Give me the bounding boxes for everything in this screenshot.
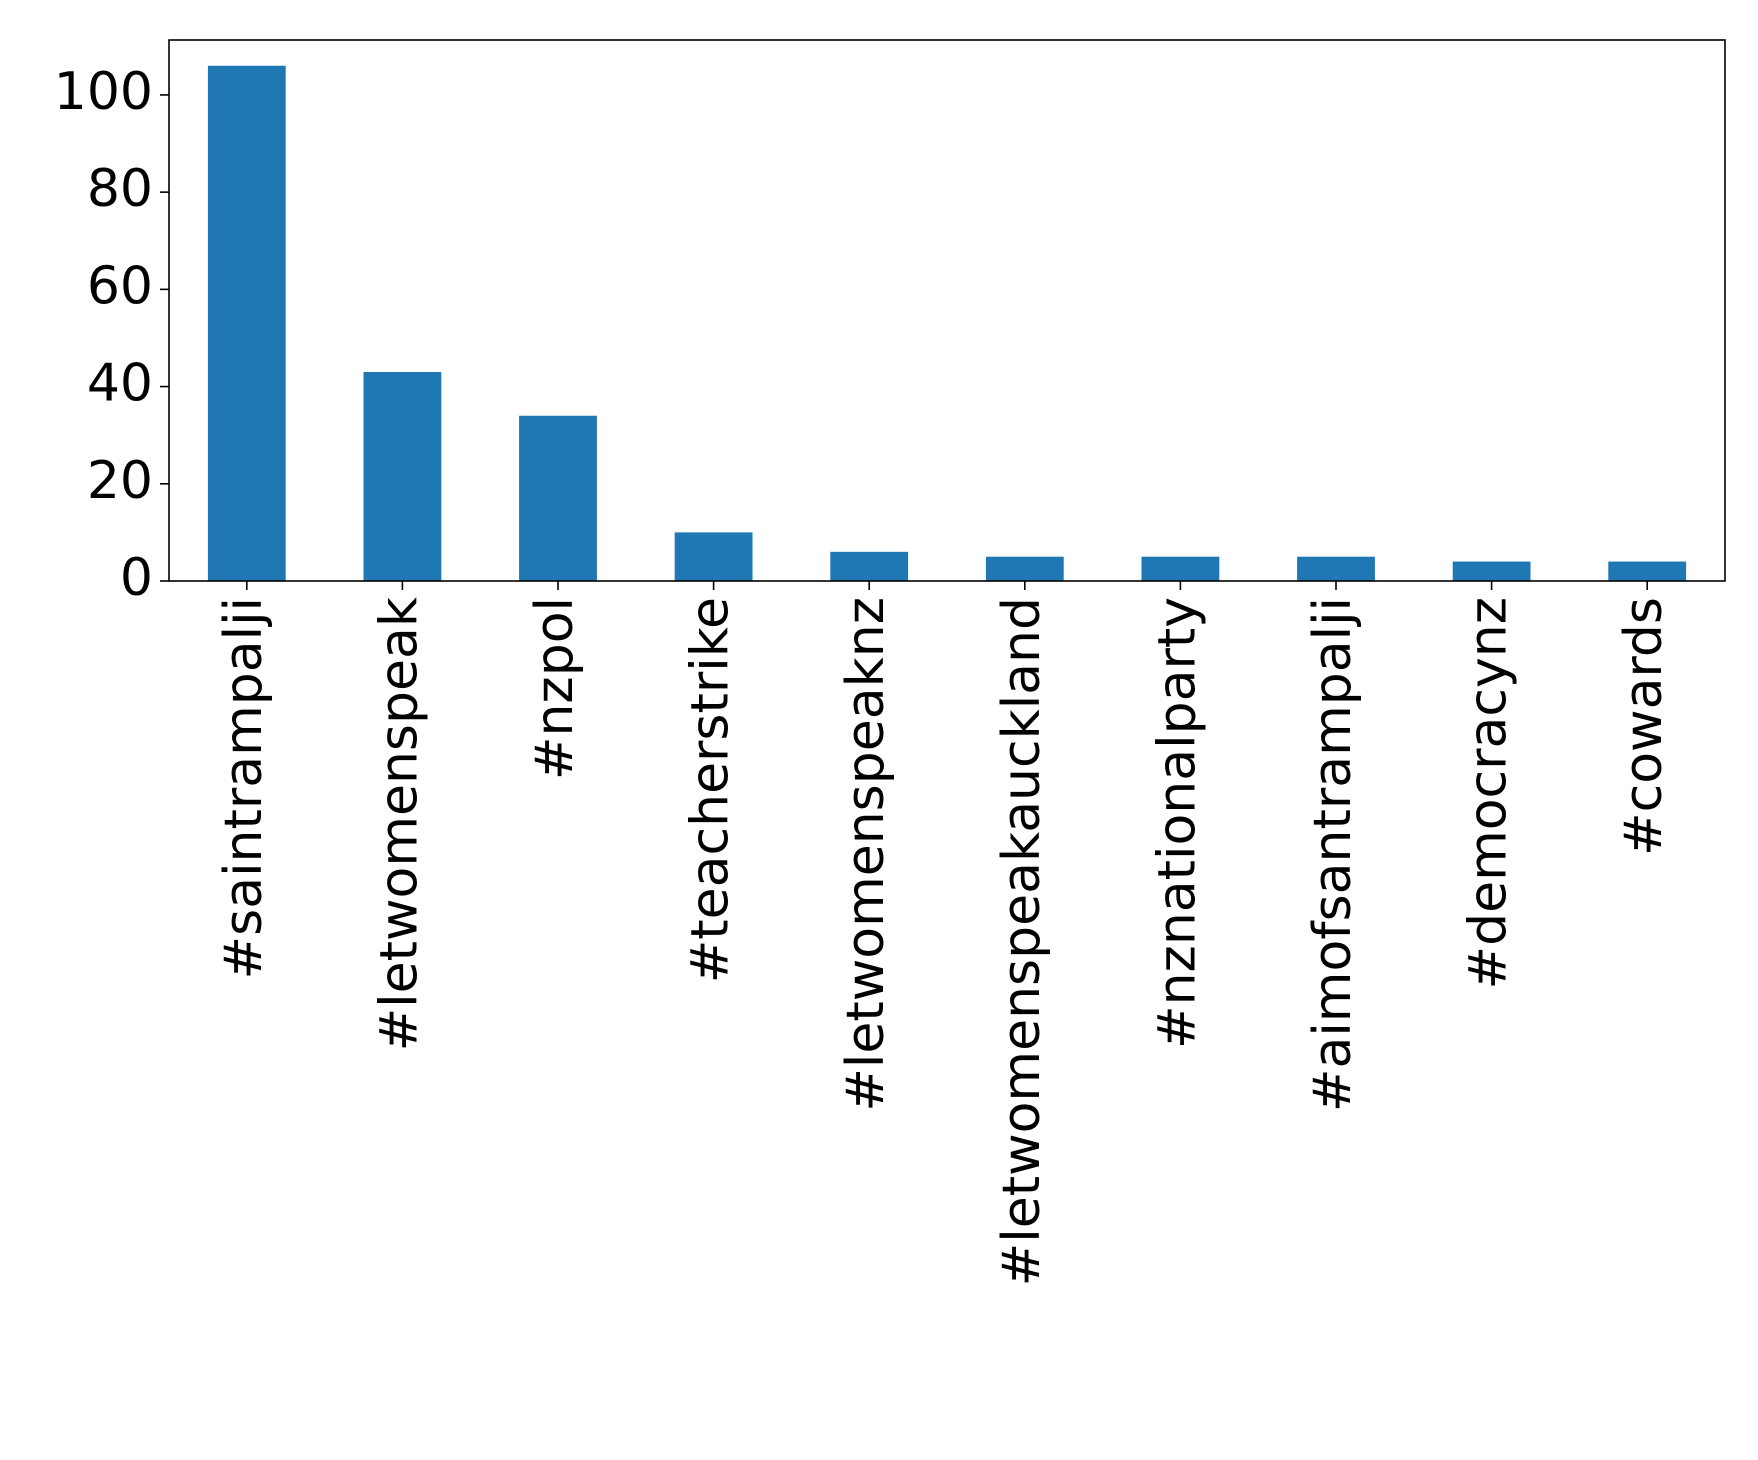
- axes-frame: [168, 39, 1726, 582]
- y-tick-label: 40: [87, 354, 153, 414]
- y-tick-label: 80: [87, 159, 153, 219]
- bar: [519, 415, 597, 581]
- x-tick-label: #letwomenspeak: [369, 597, 429, 1051]
- y-tick-label: 100: [54, 62, 153, 122]
- x-tick-label: #cowards: [1614, 597, 1674, 856]
- x-axis: #saintrampalji #letwomenspeak #nzpol #teach…: [214, 581, 1674, 1286]
- bar: [1297, 556, 1375, 581]
- x-tick-label: #saintrampalji: [214, 597, 274, 979]
- y-tick-label: 0: [120, 548, 153, 608]
- bar: [674, 532, 753, 581]
- x-tick-label: #letwomenspeaknz: [836, 597, 896, 1112]
- bar: [830, 551, 909, 581]
- y-axis: 0 20 40 60 80 100: [54, 62, 169, 608]
- x-tick-label: #aimofsantrampalji: [1303, 597, 1363, 1112]
- bar: [207, 65, 286, 581]
- bar: [1608, 561, 1687, 581]
- x-tick-label: #nznationalparty: [1147, 597, 1207, 1049]
- y-tick-label: 20: [87, 451, 153, 511]
- bar: [985, 556, 1064, 581]
- bar: [1141, 556, 1220, 581]
- x-tick-label: #democracynz: [1459, 597, 1519, 990]
- bar: [1452, 561, 1531, 581]
- x-tick-label: #nzpol: [525, 597, 585, 780]
- bar: [363, 371, 442, 581]
- x-tick-label: #letwomenspeakauckland: [992, 597, 1052, 1286]
- x-tick-label: #teacherstrike: [681, 597, 741, 983]
- y-tick-label: 60: [87, 256, 153, 316]
- bars-layer: [207, 65, 1687, 581]
